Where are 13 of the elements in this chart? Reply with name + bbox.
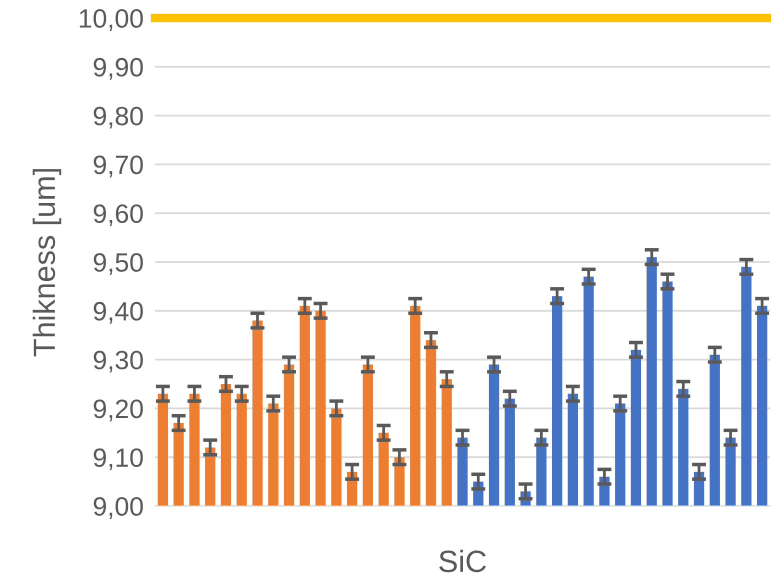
y-tick-label: 9,60 [94,204,143,226]
y-tick-label: 9,40 [94,302,143,324]
y-tick-label: 9,50 [94,253,143,275]
y-tick-label: 9,70 [94,156,143,178]
y-tick-label: 9,80 [94,106,143,129]
y-tick-label: 9,30 [94,350,143,373]
y-tick-label: 9,90 [94,58,143,80]
x-axis-title: SiC [439,550,486,572]
y-tick-label: 10,00 [80,9,143,31]
y-axis-title: Thikness [um] [32,169,62,356]
y-tick-label: 9,10 [94,448,143,470]
y-tick-label: 9,20 [94,400,143,422]
y-tick-label: 9,00 [94,497,143,519]
